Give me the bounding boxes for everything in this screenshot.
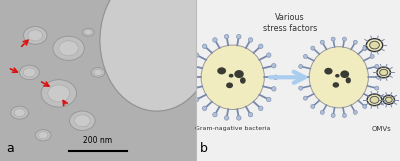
Ellipse shape	[353, 40, 357, 44]
Ellipse shape	[370, 96, 374, 100]
Circle shape	[385, 97, 392, 103]
Ellipse shape	[11, 106, 28, 119]
Polygon shape	[196, 0, 400, 161]
Text: OMVs: OMVs	[372, 126, 392, 132]
Ellipse shape	[331, 37, 335, 41]
Ellipse shape	[224, 34, 229, 39]
Circle shape	[370, 96, 379, 103]
Ellipse shape	[224, 116, 229, 120]
Ellipse shape	[189, 63, 194, 68]
Ellipse shape	[202, 106, 207, 111]
Ellipse shape	[331, 113, 335, 118]
Ellipse shape	[375, 86, 379, 90]
Ellipse shape	[266, 53, 271, 57]
Ellipse shape	[309, 47, 368, 108]
Ellipse shape	[217, 67, 226, 74]
Ellipse shape	[24, 27, 47, 44]
Ellipse shape	[324, 68, 332, 75]
Text: Gram-nagative bacteria: Gram-nagative bacteria	[195, 126, 270, 131]
Ellipse shape	[258, 44, 263, 48]
Ellipse shape	[74, 115, 90, 127]
Text: b: b	[200, 142, 208, 155]
Ellipse shape	[53, 36, 84, 60]
Ellipse shape	[320, 110, 324, 114]
Ellipse shape	[346, 77, 351, 83]
Ellipse shape	[229, 74, 234, 78]
Ellipse shape	[194, 97, 199, 102]
Ellipse shape	[272, 63, 276, 68]
Ellipse shape	[213, 112, 217, 117]
FancyArrowPatch shape	[270, 72, 305, 83]
Ellipse shape	[202, 44, 207, 48]
Circle shape	[367, 94, 382, 106]
Ellipse shape	[363, 46, 367, 50]
Ellipse shape	[335, 74, 340, 78]
Ellipse shape	[272, 87, 276, 91]
Text: 200 nm: 200 nm	[84, 136, 112, 145]
Ellipse shape	[236, 34, 241, 39]
Ellipse shape	[91, 68, 105, 77]
Ellipse shape	[311, 104, 315, 109]
Ellipse shape	[234, 70, 244, 78]
Ellipse shape	[236, 116, 241, 120]
Ellipse shape	[28, 30, 42, 41]
Ellipse shape	[332, 82, 339, 88]
Ellipse shape	[363, 104, 367, 109]
Polygon shape	[0, 0, 196, 161]
Ellipse shape	[320, 40, 324, 44]
Ellipse shape	[213, 38, 217, 42]
Ellipse shape	[194, 53, 199, 57]
Ellipse shape	[342, 37, 346, 41]
Circle shape	[366, 39, 383, 52]
Ellipse shape	[311, 46, 315, 50]
Ellipse shape	[38, 132, 48, 139]
Ellipse shape	[240, 77, 246, 84]
Ellipse shape	[297, 75, 301, 79]
Ellipse shape	[82, 28, 94, 36]
Ellipse shape	[376, 75, 380, 79]
Ellipse shape	[299, 64, 303, 68]
Ellipse shape	[258, 106, 263, 111]
Ellipse shape	[248, 38, 253, 42]
Ellipse shape	[273, 75, 278, 80]
Ellipse shape	[23, 68, 36, 77]
Ellipse shape	[353, 110, 357, 114]
Ellipse shape	[299, 86, 303, 90]
Ellipse shape	[100, 0, 214, 111]
Ellipse shape	[48, 85, 70, 102]
Ellipse shape	[41, 80, 76, 107]
Circle shape	[380, 69, 388, 76]
Ellipse shape	[188, 75, 192, 80]
Ellipse shape	[189, 87, 194, 91]
Ellipse shape	[201, 45, 264, 109]
Ellipse shape	[70, 111, 95, 130]
Ellipse shape	[304, 54, 308, 58]
Ellipse shape	[84, 30, 92, 35]
Ellipse shape	[248, 112, 253, 117]
Ellipse shape	[304, 96, 308, 100]
Ellipse shape	[342, 113, 346, 118]
Ellipse shape	[35, 130, 51, 141]
Ellipse shape	[226, 82, 233, 88]
Circle shape	[383, 95, 394, 104]
Ellipse shape	[266, 97, 271, 102]
Ellipse shape	[375, 64, 379, 68]
Circle shape	[377, 67, 390, 78]
Ellipse shape	[340, 70, 349, 78]
Ellipse shape	[59, 41, 78, 56]
Ellipse shape	[20, 65, 39, 80]
Text: Various
stress factors: Various stress factors	[263, 13, 317, 33]
Circle shape	[370, 41, 379, 49]
Ellipse shape	[14, 109, 25, 117]
Ellipse shape	[370, 54, 374, 58]
Ellipse shape	[94, 69, 102, 76]
Text: a: a	[6, 142, 14, 155]
